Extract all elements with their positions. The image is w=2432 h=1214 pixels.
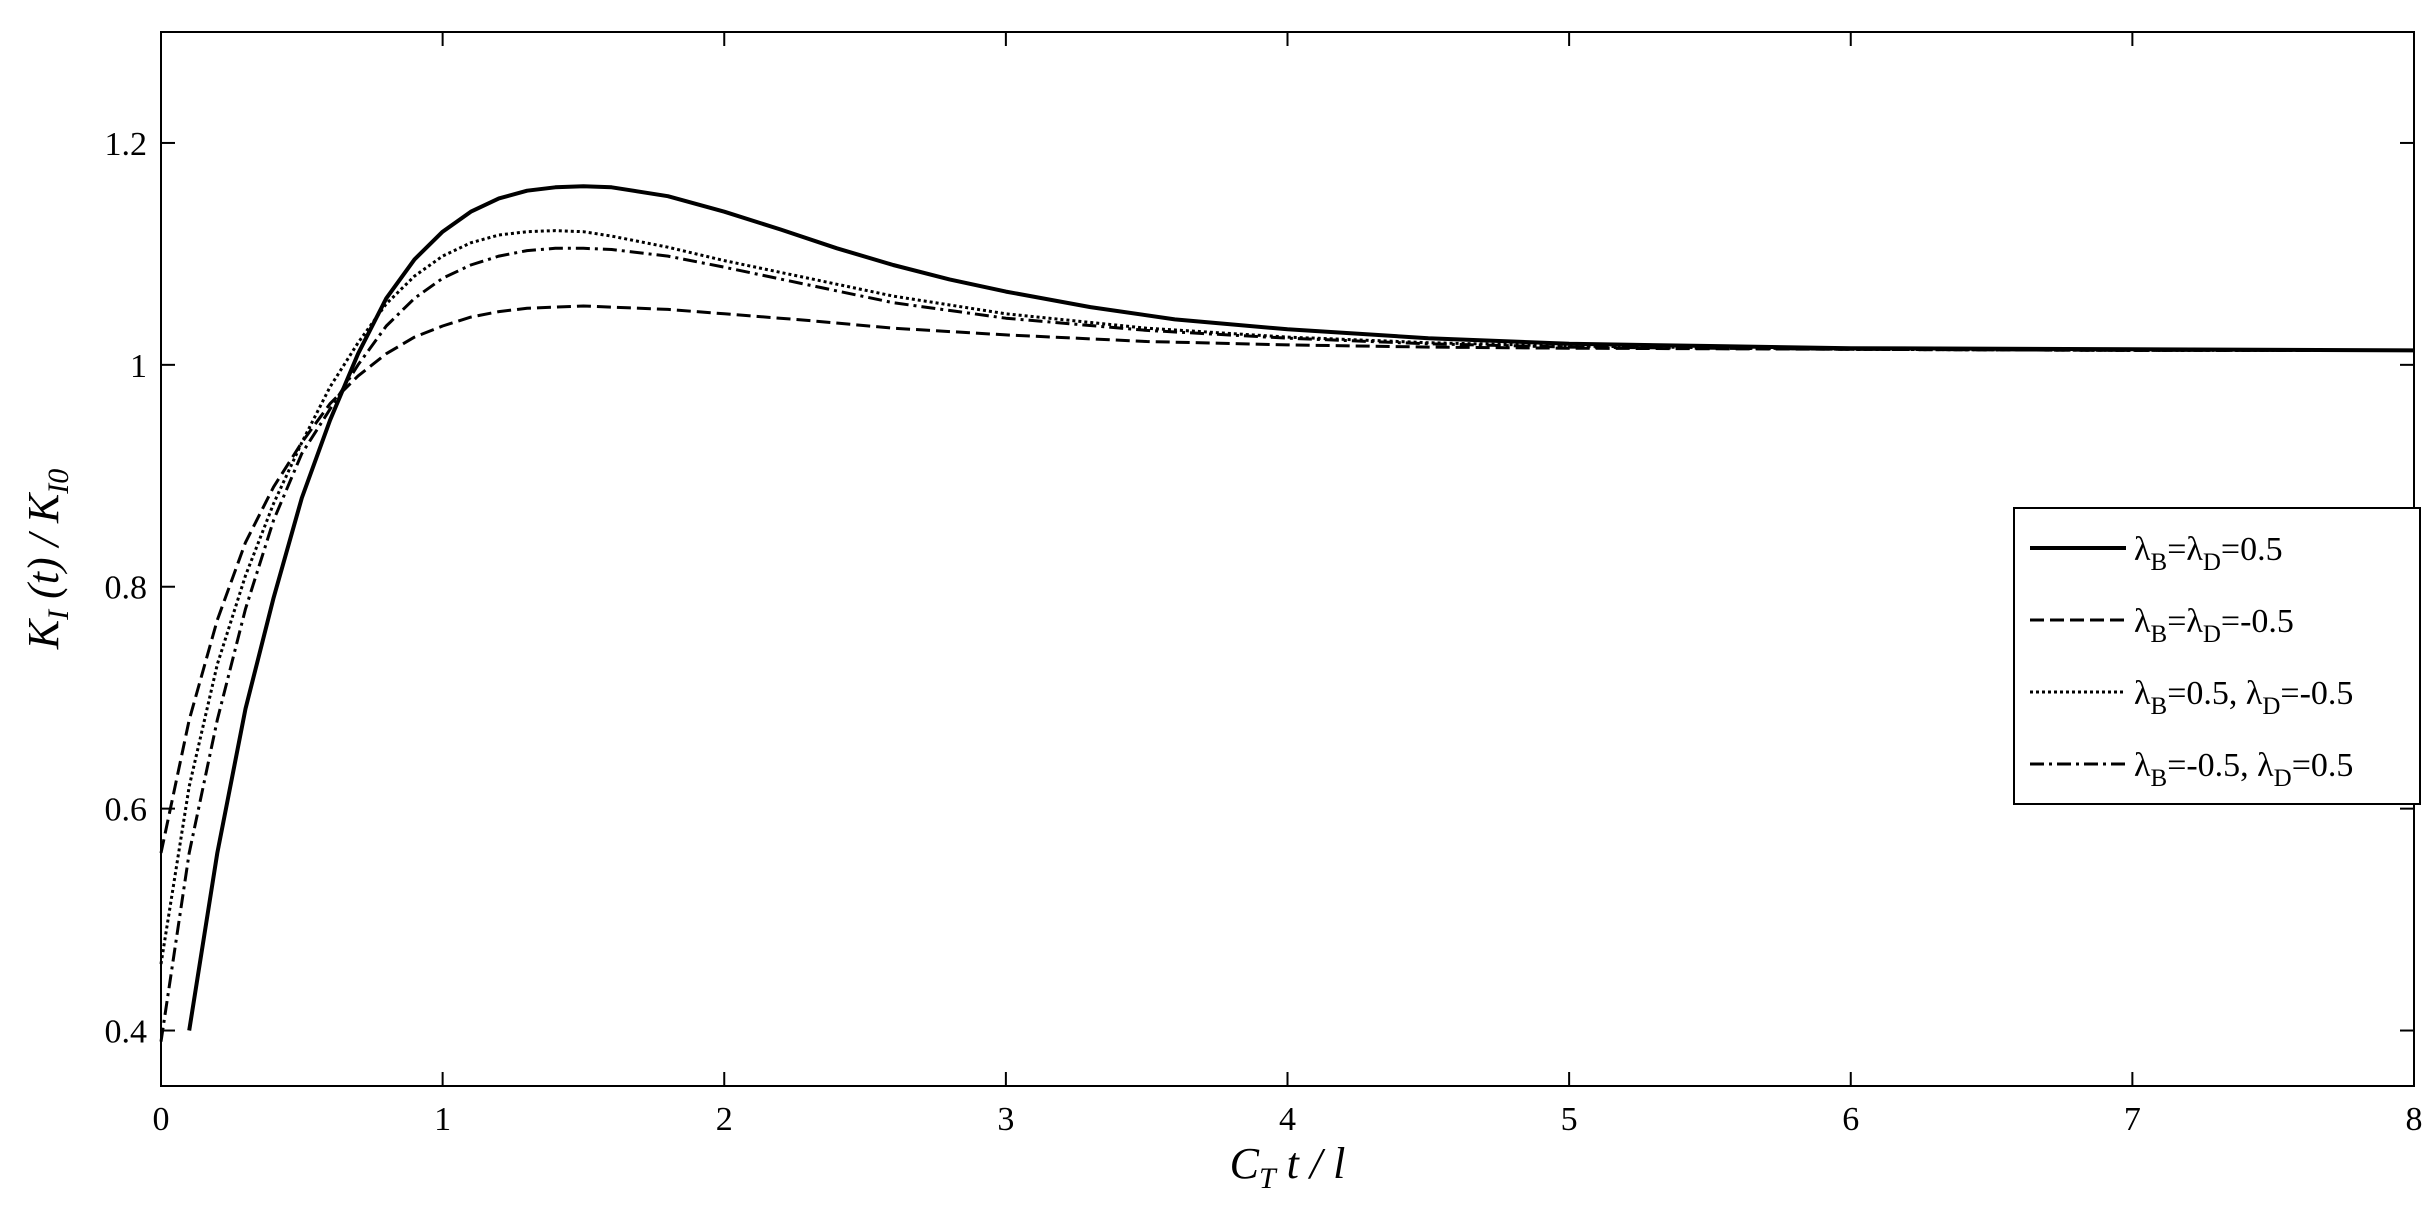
x-axis-label: CT t / l xyxy=(1230,1139,1346,1195)
y-axis-label-k: K xyxy=(19,617,68,650)
x-axis-label-rest: t / l xyxy=(1276,1139,1346,1188)
legend-item-2: λB=λD=-0.5 xyxy=(2030,603,2294,648)
y-axis-label-mid: (t) / K xyxy=(19,491,68,610)
x-tick-label: 6 xyxy=(1842,1101,1859,1138)
legend-label: λB=0.5, λD=-0.5 xyxy=(2134,675,2353,720)
legend-label: λB=-0.5, λD=0.5 xyxy=(2134,747,2353,792)
x-tick-label: 1 xyxy=(434,1101,451,1138)
x-tick-label: 2 xyxy=(716,1101,733,1138)
x-tick-label: 5 xyxy=(1561,1101,1578,1138)
y-tick-label: 1 xyxy=(130,348,147,385)
legend-label: λB=λD=-0.5 xyxy=(2134,603,2294,648)
y-tick-label: 0.8 xyxy=(105,570,148,607)
x-axis-ticks: 0 1 2 3 4 5 6 7 8 xyxy=(153,32,2423,1138)
y-axis-ticks: 0.4 0.6 0.8 1 1.2 xyxy=(105,126,2414,1051)
legend-item-1: λB=λD=0.5 xyxy=(2030,531,2283,576)
x-tick-label: 0 xyxy=(153,1101,170,1138)
x-tick-label: 7 xyxy=(2124,1101,2141,1138)
x-axis-label-main: C xyxy=(1230,1139,1260,1188)
x-tick-label: 8 xyxy=(2406,1101,2423,1138)
y-tick-label: 1.2 xyxy=(105,126,148,163)
legend-label: λB=λD=0.5 xyxy=(2134,531,2283,576)
series-line-3 xyxy=(159,229,2414,965)
x-tick-label: 3 xyxy=(997,1101,1014,1138)
x-axis-label-sub: T xyxy=(1259,1162,1278,1195)
series-line-1 xyxy=(187,184,2415,1031)
y-axis-label-ksub: I xyxy=(42,608,75,621)
legend-box xyxy=(2013,507,2421,805)
series-layer xyxy=(159,184,2415,1042)
legend: λB=λD=0.5 λB=λD=-0.5 λB=0.5, λD=-0.5 λB=-0.… xyxy=(2013,507,2421,805)
y-tick-label: 0.4 xyxy=(105,1014,148,1051)
legend-item-3: λB=0.5, λD=-0.5 xyxy=(2030,675,2353,720)
y-axis-label: KI (t) / KI0 xyxy=(19,469,75,650)
y-tick-label: 0.6 xyxy=(105,792,148,829)
legend-items: λB=λD=0.5 λB=λD=-0.5 λB=0.5, λD=-0.5 λB=-0.… xyxy=(2030,531,2353,792)
series-line-4 xyxy=(159,246,2414,1042)
y-axis-label-k0sub: I0 xyxy=(42,469,75,495)
x-tick-label: 4 xyxy=(1279,1101,1296,1138)
legend-item-4: λB=-0.5, λD=0.5 xyxy=(2030,747,2353,792)
